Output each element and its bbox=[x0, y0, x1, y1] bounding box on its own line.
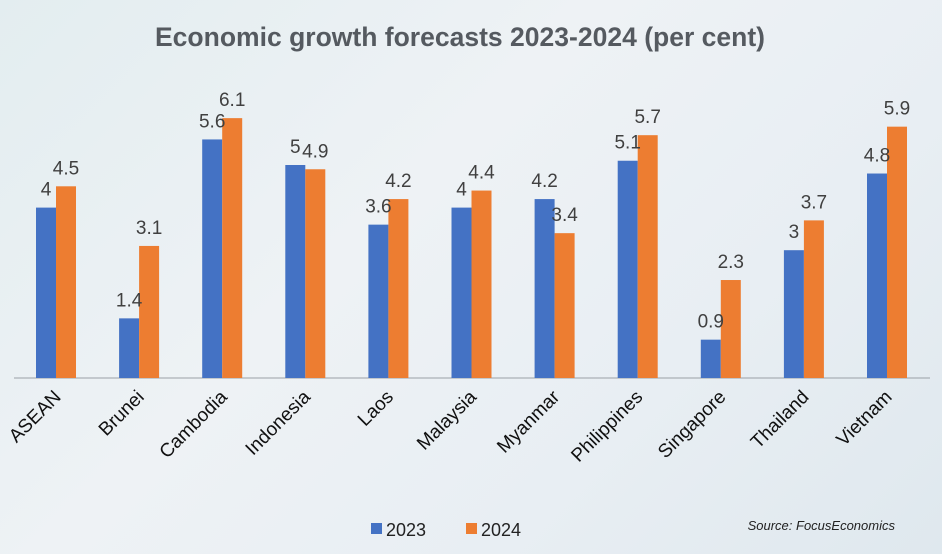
x-tick-label-laos: Laos bbox=[354, 387, 398, 431]
legend-label-2023: 2023 bbox=[386, 520, 426, 540]
source-note: Source: FocusEconomics bbox=[748, 518, 896, 533]
bar-thailand-2024 bbox=[803, 220, 824, 378]
legend-swatch-2023 bbox=[371, 523, 382, 534]
chart-title: Economic growth forecasts 2023-2024 (per… bbox=[155, 22, 765, 52]
data-label-asean-2023: 4 bbox=[41, 180, 52, 201]
data-label-cambodia-2024: 6.1 bbox=[219, 90, 245, 111]
x-tick-label-singapore: Singapore bbox=[654, 387, 730, 463]
data-label-singapore-2023: 0.9 bbox=[698, 312, 724, 333]
bar-singapore-2023 bbox=[700, 339, 721, 378]
data-label-philippines-2023: 5.1 bbox=[614, 133, 640, 154]
data-label-laos-2023: 3.6 bbox=[365, 197, 391, 218]
data-label-laos-2024: 4.2 bbox=[385, 171, 411, 192]
bar-philippines-2023 bbox=[617, 160, 638, 378]
data-label-thailand-2024: 3.7 bbox=[801, 192, 827, 213]
data-label-indonesia-2024: 4.9 bbox=[302, 141, 328, 162]
data-label-vietnam-2024: 5.9 bbox=[884, 99, 910, 120]
bar-brunei-2023 bbox=[119, 318, 140, 378]
data-label-thailand-2023: 3 bbox=[789, 222, 800, 243]
x-tick-label-philippines: Philippines bbox=[567, 387, 647, 467]
data-label-brunei-2023: 1.4 bbox=[116, 290, 143, 311]
bar-philippines-2024 bbox=[637, 135, 658, 378]
data-label-brunei-2024: 3.1 bbox=[136, 218, 162, 239]
data-label-malaysia-2024: 4.4 bbox=[468, 163, 495, 184]
bar-myanmar-2023 bbox=[534, 199, 555, 378]
data-label-indonesia-2023: 5 bbox=[290, 137, 301, 158]
data-label-vietnam-2023: 4.8 bbox=[864, 146, 890, 167]
bar-malaysia-2024 bbox=[471, 190, 492, 378]
bar-thailand-2023 bbox=[783, 250, 804, 378]
x-tick-label-brunei: Brunei bbox=[95, 387, 149, 441]
bar-malaysia-2023 bbox=[451, 207, 472, 378]
x-tick-label-thailand: Thailand bbox=[747, 387, 813, 453]
bar-vietnam-2023 bbox=[867, 173, 887, 378]
data-label-asean-2024: 4.5 bbox=[53, 158, 79, 179]
x-tick-label-malaysia: Malaysia bbox=[413, 386, 481, 454]
bar-cambodia-2023 bbox=[202, 139, 223, 378]
bar-brunei-2024 bbox=[139, 245, 160, 378]
x-tick-label-myanmar: Myanmar bbox=[493, 386, 564, 457]
bar-laos-2024 bbox=[388, 199, 409, 378]
bar-vietnam-2024 bbox=[887, 126, 907, 378]
bar-indonesia-2023 bbox=[285, 165, 306, 378]
x-tick-label-indonesia: Indonesia bbox=[242, 386, 315, 459]
bar-asean-2023 bbox=[36, 207, 56, 378]
bar-indonesia-2024 bbox=[305, 169, 326, 378]
bar-singapore-2024 bbox=[720, 280, 741, 378]
x-tick-label-vietnam: Vietnam bbox=[833, 387, 897, 451]
data-label-singapore-2024: 2.3 bbox=[718, 252, 744, 273]
legend-swatch-2024 bbox=[466, 523, 477, 534]
data-label-philippines-2024: 5.7 bbox=[634, 107, 660, 128]
data-label-malaysia-2023: 4 bbox=[456, 180, 467, 201]
legend-label-2024: 2024 bbox=[481, 520, 521, 540]
bar-laos-2023 bbox=[368, 224, 389, 378]
data-label-myanmar-2024: 3.4 bbox=[551, 205, 578, 226]
bar-asean-2024 bbox=[56, 186, 76, 378]
data-label-myanmar-2023: 4.2 bbox=[531, 171, 557, 192]
x-tick-label-cambodia: Cambodia bbox=[156, 386, 232, 462]
bar-cambodia-2024 bbox=[222, 118, 243, 378]
data-label-cambodia-2023: 5.6 bbox=[199, 111, 225, 132]
x-tick-label-asean: ASEAN bbox=[5, 387, 65, 447]
bar-myanmar-2024 bbox=[554, 233, 575, 378]
